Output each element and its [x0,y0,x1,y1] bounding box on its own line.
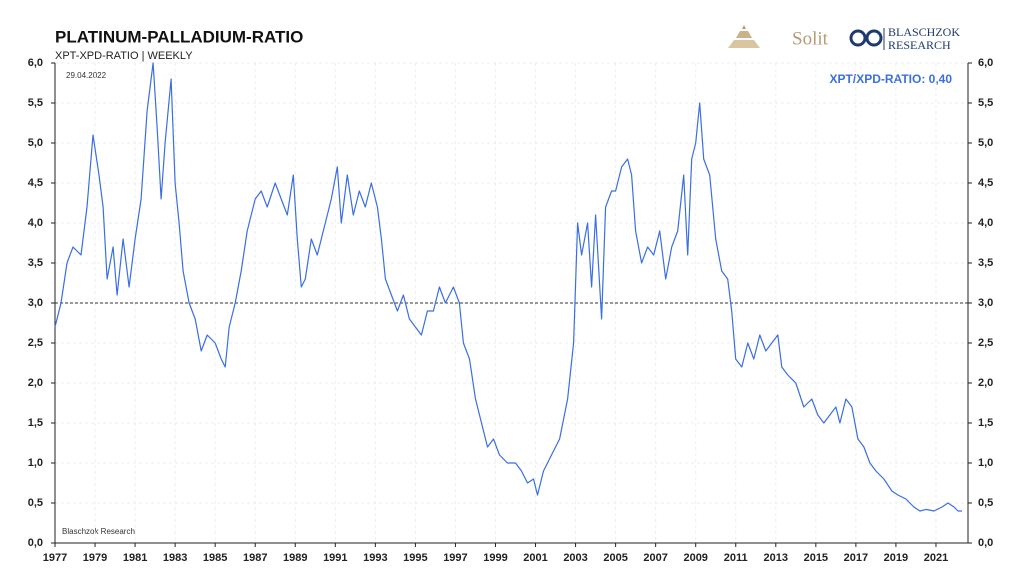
x-tick-label: 2011 [724,552,748,564]
y-tick-label: 1,5 [28,417,43,429]
date-note: 29.04.2022 [66,71,107,80]
y2-tick-label: 5,0 [978,137,993,149]
y2-tick-label: 0,0 [978,537,993,549]
x-tick-label: 1989 [283,552,307,564]
x-tick-label: 1997 [443,552,467,564]
y-tick-label: 5,5 [28,97,43,109]
x-tick-label: 2017 [844,552,868,564]
x-tick-label: 1993 [363,552,387,564]
x-tick-label: 2013 [764,552,788,564]
y2-tick-label: 3,5 [978,257,993,269]
x-tick-label: 2007 [643,552,667,564]
x-tick-label: 2005 [603,552,627,564]
x-tick-label: 1979 [83,552,107,564]
x-tick-label: 1981 [123,552,147,564]
x-tick-label: 2009 [683,552,707,564]
source-note: Blaschzok Research [62,527,135,536]
y-tick-label: 0,5 [28,497,43,509]
y-tick-label: 2,0 [28,377,43,389]
y2-tick-label: 1,5 [978,417,993,429]
x-tick-label: 2015 [804,552,828,564]
y2-tick-label: 2,0 [978,377,993,389]
y2-tick-label: 4,5 [978,177,993,189]
y2-tick-label: 4,0 [978,217,993,229]
y-tick-label: 1,0 [28,457,43,469]
logo-text: BLASCHZOK [888,25,960,39]
x-tick-label: 1977 [43,552,67,564]
y2-tick-label: 6,0 [978,57,993,69]
x-tick-label: 2019 [884,552,908,564]
x-tick-label: 1995 [403,552,427,564]
y-tick-label: 5,0 [28,137,43,149]
y2-tick-label: 1,0 [978,457,993,469]
y-tick-label: 6,0 [28,57,43,69]
x-tick-label: 1983 [163,552,187,564]
y-tick-label: 3,0 [28,297,43,309]
x-tick-label: 2001 [523,552,547,564]
solit-logo: Solit [728,25,829,49]
y-tick-label: 4,0 [28,217,43,229]
y-tick-label: 4,5 [28,177,43,189]
x-tick-label: 2021 [924,552,948,564]
value-note: XPT/XPD-RATIO: 0,40 [830,72,953,86]
y-tick-label: 2,5 [28,337,43,349]
chart-subtitle: XPT-XPD-RATIO | WEEKLY [55,50,193,62]
x-tick-label: 1999 [483,552,507,564]
x-tick-label: 1987 [243,552,267,564]
x-tick-label: 2003 [563,552,587,564]
ratio-line [54,62,962,512]
y2-tick-label: 0,5 [978,497,993,509]
logo-text: Solit [792,28,829,49]
y2-tick-label: 5,5 [978,97,993,109]
chart-title: PLATINUM-PALLADIUM-RATIO [55,27,303,46]
logo-text: RESEARCH [888,38,951,52]
y-tick-label: 3,5 [28,257,43,269]
x-tick-label: 1985 [203,552,227,564]
y2-tick-label: 3,0 [978,297,993,309]
y2-tick-label: 2,5 [978,337,993,349]
x-tick-label: 1991 [323,552,347,564]
y-tick-label: 0,0 [28,537,43,549]
blaschzok-logo: BLASCHZOK RESEARCH [849,25,960,52]
